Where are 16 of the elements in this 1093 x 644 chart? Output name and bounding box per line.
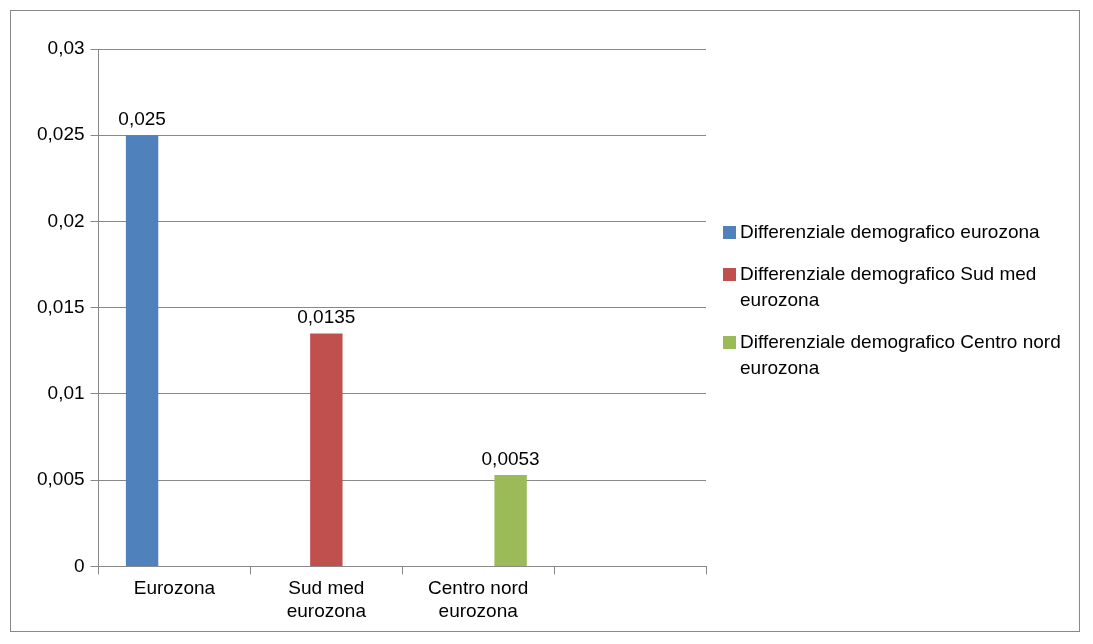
y-tick-label: 0 xyxy=(73,554,85,576)
y-tick-label: 0,005 xyxy=(37,468,85,490)
data-label: 0,0135 xyxy=(297,306,356,328)
y-tick-label: 0,01 xyxy=(47,382,85,404)
y-tick-label: 0,015 xyxy=(37,295,85,317)
data-label: 0,0053 xyxy=(481,447,540,469)
y-tick-label: 0,02 xyxy=(47,209,85,231)
legend-label: Differenziale demografico Centro nord eurozona xyxy=(740,330,1062,380)
y-tick-label: 0,03 xyxy=(47,37,85,59)
legend-label: Differenziale demografico Sud med eurozona xyxy=(740,262,1038,312)
x-tick-label: Sud med eurozona xyxy=(286,577,367,621)
data-label: 0,025 xyxy=(118,107,166,129)
legend-label: Differenziale demografico eurozona xyxy=(740,220,1040,244)
x-tick-label: Centro nord eurozona xyxy=(428,577,529,621)
y-tick-label: 0,025 xyxy=(37,123,85,145)
x-tick-label: Eurozona xyxy=(133,577,216,599)
